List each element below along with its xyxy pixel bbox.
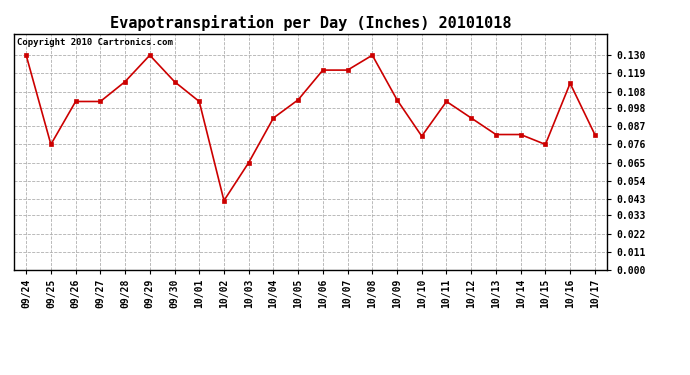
Title: Evapotranspiration per Day (Inches) 20101018: Evapotranspiration per Day (Inches) 2010… — [110, 15, 511, 31]
Text: Copyright 2010 Cartronics.com: Copyright 2010 Cartronics.com — [17, 39, 172, 48]
